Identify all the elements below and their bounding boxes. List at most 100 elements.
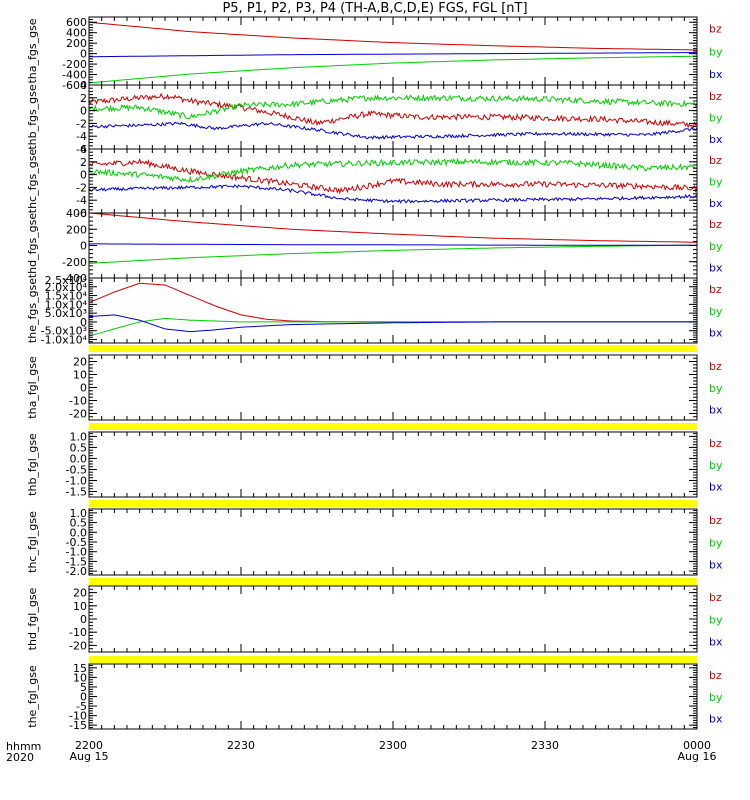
y-axis-label: thd_fgs_gse — [26, 213, 39, 279]
legend-by: by — [709, 613, 723, 626]
y-tick-label: -5 — [76, 700, 87, 713]
y-tick-label: -600 — [62, 79, 87, 92]
legend-bz: bz — [709, 360, 722, 373]
y-tick-label: 0 — [80, 382, 87, 395]
panel-8-frame — [88, 508, 698, 576]
x-tick-label: 2330 — [531, 739, 559, 752]
flag-bar-3 — [89, 500, 697, 507]
y-tick-label: -1.5 — [66, 555, 87, 568]
y-tick-label: -0.5 — [66, 536, 87, 549]
y-tick-label: -4 — [76, 194, 87, 207]
flag-bar-5 — [89, 656, 697, 663]
panel-10-frame — [88, 663, 698, 730]
y-tick-label: -20 — [69, 408, 87, 421]
year-label: 2020 — [6, 751, 34, 764]
panel-10 — [88, 663, 698, 730]
y-tick-label: 2.0x10⁴ — [45, 281, 88, 294]
y-tick-label: -400 — [62, 69, 87, 82]
y-tick-label: -6 — [76, 143, 87, 156]
y-tick-label: 600 — [66, 16, 87, 29]
y-tick-label: 1.0 — [70, 507, 88, 520]
legend-bx: bx — [709, 481, 723, 494]
y-tick-label: -5.0x10³ — [41, 325, 87, 338]
legend-bz: bz — [709, 154, 722, 167]
legend-by: by — [709, 240, 723, 253]
y-axis-label: thc_fgl_gse — [26, 511, 39, 573]
legend-bx: bx — [709, 713, 723, 726]
panel-5 — [88, 277, 698, 344]
y-tick-label: 400 — [66, 207, 87, 220]
legend-bz: bz — [709, 283, 722, 296]
y-tick-label: 0 — [80, 169, 87, 182]
panel-4-series-by — [88, 244, 698, 264]
panel-3-series-bz — [88, 157, 698, 195]
y-tick-label: 1.5x10⁴ — [45, 290, 88, 303]
legend-by: by — [709, 111, 723, 124]
y-tick-label: 5 — [80, 681, 87, 694]
y-tick-label: 0 — [80, 316, 87, 329]
x-date-label: Aug 15 — [70, 750, 109, 763]
x-tick-label: 0000 — [683, 739, 711, 752]
panel-7 — [88, 431, 698, 498]
time-row-label: hhmm — [6, 740, 42, 753]
legend-bx: bx — [709, 558, 723, 571]
y-tick-label: 10 — [73, 671, 87, 684]
legend-bx: bx — [709, 327, 723, 340]
y-axis-label: thb_fgl_gse — [26, 433, 39, 496]
y-tick-label: 2 — [80, 156, 87, 169]
panel-1-series-bx — [88, 52, 697, 58]
y-tick-label: -1.5 — [66, 485, 87, 498]
y-axis-label: tha_fgs_gse — [26, 18, 39, 83]
y-tick-label: -2.0 — [66, 565, 87, 578]
y-tick-label: 1.0 — [70, 430, 88, 443]
panel-6 — [88, 354, 698, 421]
y-tick-label: 400 — [66, 27, 87, 40]
flag-bar-1 — [89, 345, 697, 352]
x-tick-label: 2230 — [227, 739, 255, 752]
y-tick-label: -6 — [76, 207, 87, 220]
legend-by: by — [709, 691, 723, 704]
panel-5-frame — [88, 277, 698, 344]
y-tick-label: 0.5 — [70, 517, 88, 530]
legend-by: by — [709, 459, 723, 472]
panel-4 — [88, 212, 698, 279]
y-tick-label: -10 — [69, 626, 87, 639]
y-tick-label: -1.0 — [66, 546, 87, 559]
legend-by: by — [709, 175, 723, 188]
panel-2-series-bz — [88, 92, 698, 130]
y-tick-label: -2 — [76, 181, 87, 194]
y-tick-label: 200 — [66, 223, 87, 236]
flag-bar-2 — [89, 423, 697, 430]
y-axis-label: thb_fgs_gse — [26, 84, 39, 150]
y-tick-label: -10 — [69, 395, 87, 408]
legend-bz: bz — [709, 90, 722, 103]
legend-bx: bx — [709, 197, 723, 210]
y-tick-label: 5.0x10³ — [45, 307, 87, 320]
flag-bar-4 — [89, 578, 697, 585]
y-tick-label: 10 — [73, 600, 87, 613]
y-axis-label: tha_fgl_gse — [26, 356, 39, 419]
y-tick-label: -15 — [69, 719, 87, 732]
legend-by: by — [709, 45, 723, 58]
y-tick-label: -400 — [62, 272, 87, 285]
y-tick-label: -2 — [76, 117, 87, 130]
y-tick-label: -1.0x10⁴ — [41, 333, 88, 346]
panel-1-series-by — [88, 55, 698, 84]
panel-2-series-by — [88, 93, 698, 120]
y-tick-label: 200 — [66, 37, 87, 50]
y-tick-label: 0 — [80, 105, 87, 118]
panel-1-series-bz — [88, 21, 698, 51]
y-tick-label: 0 — [80, 240, 87, 253]
y-tick-label: 20 — [73, 356, 87, 369]
panel-5-series-bx — [88, 314, 697, 333]
y-axis-label: the_fgs_gse — [26, 278, 39, 343]
y-tick-label-top: 2.5x10⁴ — [45, 274, 88, 287]
y-tick-label: -200 — [62, 256, 87, 269]
y-tick-label: 0 — [80, 48, 87, 61]
legend-bz: bz — [709, 437, 722, 450]
y-tick-label: -10 — [69, 710, 87, 723]
y-tick-label: 15 — [73, 662, 87, 675]
legend-bz: bz — [709, 669, 722, 682]
y-tick-label: 1.0x10⁴ — [45, 298, 88, 311]
